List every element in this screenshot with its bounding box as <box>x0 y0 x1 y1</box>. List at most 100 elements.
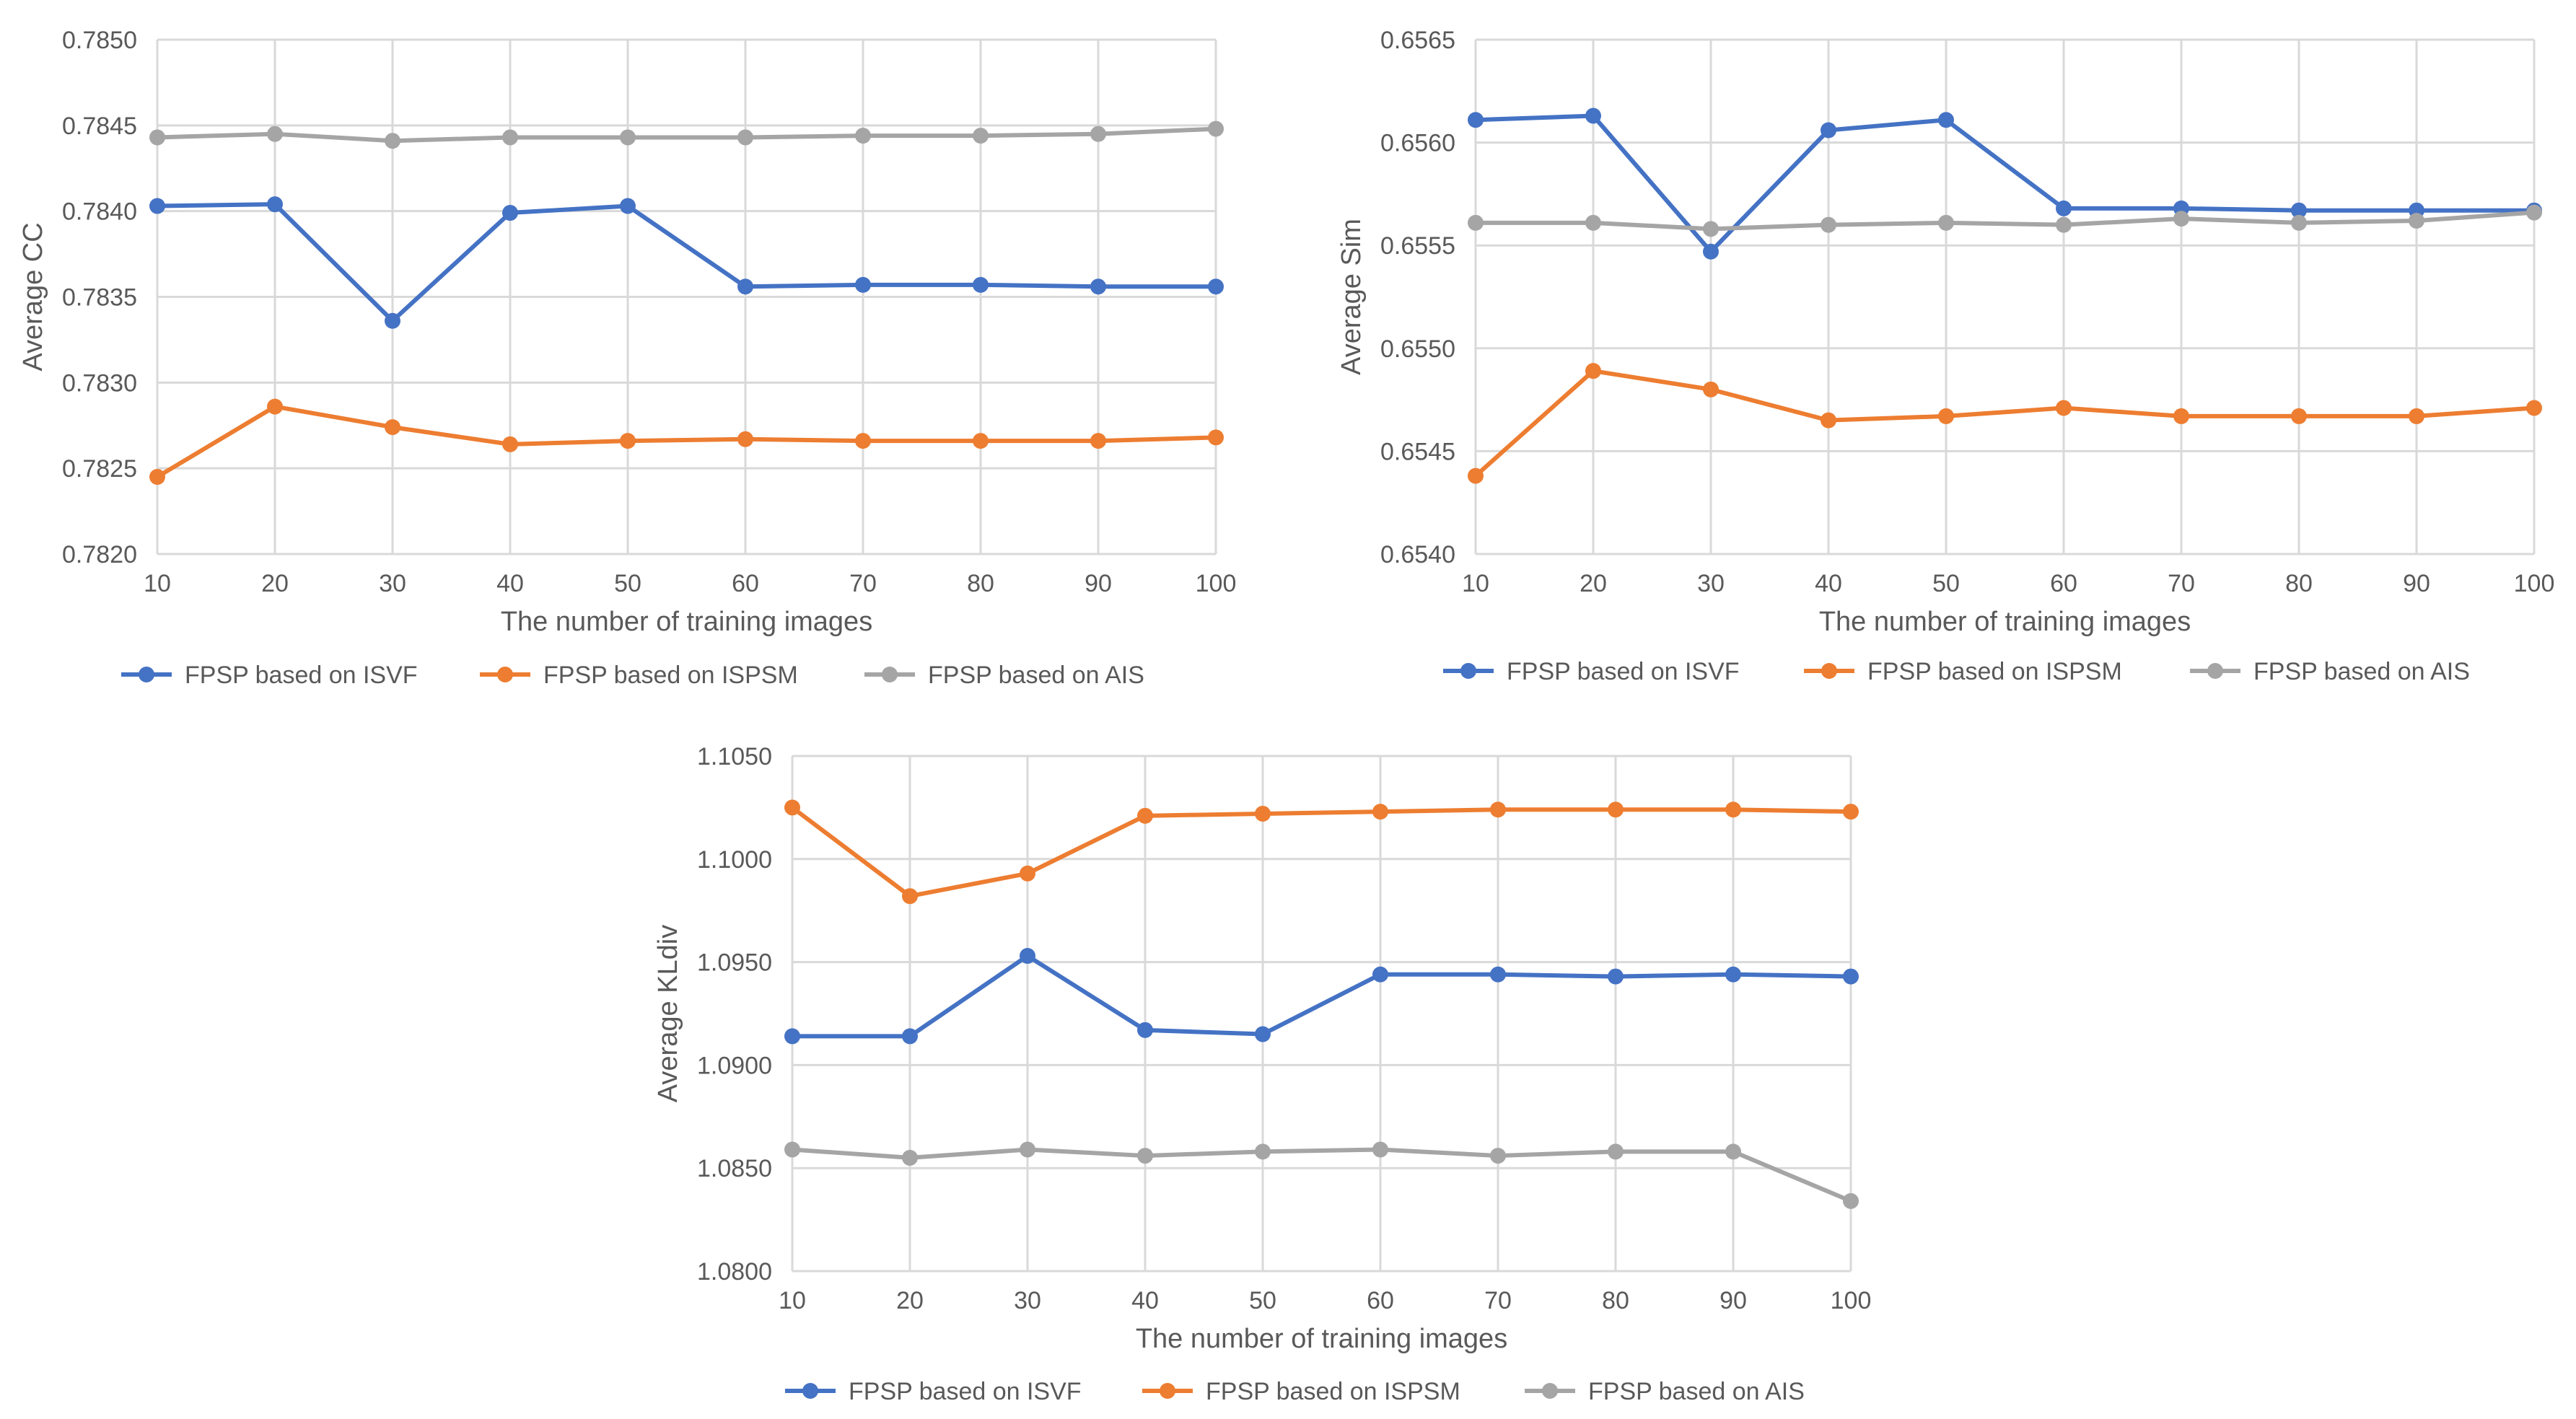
data-point-fpsp-based-on-ispsm <box>784 799 800 816</box>
y-tick-label: 0.6545 <box>1380 438 1455 465</box>
x-tick-label: 100 <box>1196 570 1237 597</box>
y-tick-label: 1.0800 <box>697 1258 772 1286</box>
data-point-fpsp-based-on-isvf <box>2056 200 2072 216</box>
x-axis-title: The number of training images <box>1136 1324 1507 1354</box>
x-tick-label: 70 <box>849 570 877 597</box>
x-tick-label: 90 <box>2403 570 2430 597</box>
x-tick-label: 100 <box>1831 1287 1872 1314</box>
data-point-fpsp-based-on-ais <box>1208 120 1224 137</box>
series-line-fpsp-based-on-ispsm <box>155 404 1218 480</box>
series-line-fpsp-based-on-isvf <box>1473 113 2536 254</box>
data-point-fpsp-based-on-ispsm <box>1090 433 1106 449</box>
x-tick-label: 40 <box>1815 570 1842 597</box>
x-tick-label: 10 <box>144 570 171 597</box>
data-point-fpsp-based-on-ais <box>2526 204 2542 221</box>
data-point-fpsp-based-on-ispsm <box>1585 363 1601 379</box>
y-tick-label: 0.7825 <box>62 455 137 483</box>
data-point-fpsp-based-on-isvf <box>1090 278 1106 295</box>
data-point-fpsp-based-on-isvf <box>1490 966 1506 983</box>
x-axis-title: The number of training images <box>1819 607 2191 637</box>
data-point-fpsp-based-on-isvf <box>1255 1026 1271 1042</box>
data-point-fpsp-based-on-isvf <box>620 198 636 214</box>
y-tick-label: 1.0850 <box>697 1155 772 1182</box>
data-point-fpsp-based-on-ispsm <box>1843 804 1859 820</box>
data-point-fpsp-based-on-ais <box>2173 211 2189 227</box>
chart-2: 0.6540 0.6545 0.6550 0.6555 0.6560 0.6565 10 20… <box>1336 27 2554 685</box>
legend-marker-fpsp-based-on-ispsm <box>1821 663 1837 679</box>
x-tick-label: 40 <box>496 570 524 597</box>
x-tick-label: 70 <box>2168 570 2195 597</box>
y-tick-label: 0.6560 <box>1380 130 1455 157</box>
data-point-fpsp-based-on-isvf <box>1372 966 1388 983</box>
data-point-fpsp-based-on-isvf <box>1843 968 1859 985</box>
series-line-fpsp-based-on-ispsm <box>1473 369 2536 478</box>
legend-label: FPSP based on ISPSM <box>1867 658 2122 685</box>
x-tick-label: 70 <box>1484 1287 1512 1314</box>
x-tick-label: 60 <box>1367 1287 1394 1314</box>
data-point-fpsp-based-on-ispsm <box>2173 408 2189 424</box>
data-point-fpsp-based-on-ais <box>149 129 165 146</box>
data-point-fpsp-based-on-ispsm <box>1468 467 1484 484</box>
legend-label: FPSP based on ISVF <box>849 1378 1082 1405</box>
x-tick-label: 90 <box>1719 1287 1747 1314</box>
data-point-fpsp-based-on-isvf <box>1725 966 1741 983</box>
x-tick-label: 30 <box>379 570 406 597</box>
data-point-fpsp-based-on-isvf <box>1137 1022 1153 1038</box>
data-point-fpsp-based-on-ais <box>737 129 753 146</box>
data-point-fpsp-based-on-isvf <box>784 1028 800 1045</box>
data-point-fpsp-based-on-ais <box>1372 1141 1388 1158</box>
data-point-fpsp-based-on-ais <box>784 1141 800 1158</box>
y-tick-label: 0.6540 <box>1380 541 1455 568</box>
x-tick-label: 20 <box>896 1287 924 1314</box>
legend-label: FPSP based on AIS <box>2253 658 2470 685</box>
data-point-fpsp-based-on-ispsm <box>1208 429 1224 446</box>
data-point-fpsp-based-on-ais <box>973 128 989 144</box>
x-tick-label: 80 <box>2285 570 2313 597</box>
x-tick-label: 50 <box>1249 1287 1276 1314</box>
data-point-fpsp-based-on-ais <box>1608 1143 1624 1160</box>
data-point-fpsp-based-on-ais <box>2291 214 2307 231</box>
data-point-fpsp-based-on-ispsm <box>1608 801 1624 818</box>
y-tick-label: 0.7820 <box>62 541 137 568</box>
legend-marker-fpsp-based-on-ispsm <box>1160 1383 1175 1399</box>
data-point-fpsp-based-on-ais <box>1585 214 1601 231</box>
data-point-fpsp-based-on-ispsm <box>973 433 989 449</box>
x-tick-label: 10 <box>1462 570 1489 597</box>
data-point-fpsp-based-on-ais <box>1725 1143 1741 1160</box>
y-tick-label: 0.6565 <box>1380 27 1455 54</box>
data-point-fpsp-based-on-isvf <box>385 312 400 329</box>
data-point-fpsp-based-on-ais <box>2409 212 2424 229</box>
legend-marker-fpsp-based-on-isvf <box>802 1383 818 1399</box>
y-tick-label: 0.6555 <box>1380 232 1455 260</box>
x-tick-label: 30 <box>1697 570 1725 597</box>
data-point-fpsp-based-on-isvf <box>1585 107 1601 124</box>
data-point-fpsp-based-on-isvf <box>1468 112 1484 128</box>
data-point-fpsp-based-on-ispsm <box>1938 408 1954 424</box>
y-tick-label: 0.6550 <box>1380 335 1455 363</box>
data-point-fpsp-based-on-isvf <box>149 198 165 214</box>
data-point-fpsp-based-on-ispsm <box>149 469 165 486</box>
y-tick-label: 0.7830 <box>62 369 137 397</box>
data-point-fpsp-based-on-ispsm <box>1255 805 1271 822</box>
y-tick-label: 0.7850 <box>62 27 137 54</box>
data-point-fpsp-based-on-ais <box>1137 1148 1153 1164</box>
data-point-fpsp-based-on-isvf <box>737 278 753 295</box>
data-point-fpsp-based-on-ais <box>1821 216 1836 233</box>
x-tick-label: 90 <box>1085 570 1112 597</box>
x-tick-label: 50 <box>1932 570 1960 597</box>
data-point-fpsp-based-on-ispsm <box>737 431 753 447</box>
x-tick-label: 50 <box>614 570 641 597</box>
legend-marker-fpsp-based-on-isvf <box>1460 663 1476 679</box>
data-point-fpsp-based-on-isvf <box>1938 112 1954 128</box>
data-point-fpsp-based-on-ispsm <box>2526 400 2542 416</box>
data-point-fpsp-based-on-ispsm <box>385 419 400 436</box>
data-point-fpsp-based-on-ais <box>1938 214 1954 231</box>
y-tick-label: 1.0950 <box>697 949 772 977</box>
x-tick-label: 60 <box>732 570 759 597</box>
series-line-fpsp-based-on-ais <box>790 1147 1853 1203</box>
data-point-fpsp-based-on-ispsm <box>267 398 283 415</box>
data-point-fpsp-based-on-ispsm <box>1821 412 1836 429</box>
data-point-fpsp-based-on-ispsm <box>1725 801 1741 818</box>
data-point-fpsp-based-on-ais <box>1255 1143 1271 1160</box>
data-point-fpsp-based-on-ais <box>1703 221 1719 237</box>
